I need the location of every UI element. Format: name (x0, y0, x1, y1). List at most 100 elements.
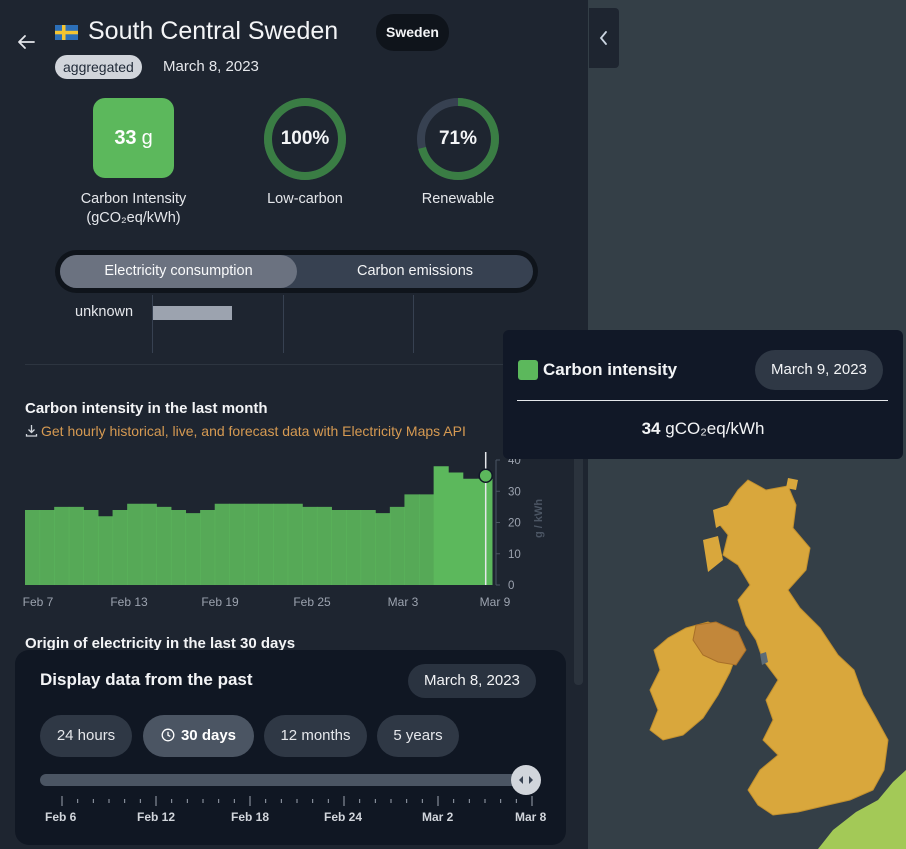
chart-bar[interactable] (185, 513, 201, 585)
map-zone-northern-ireland[interactable] (692, 621, 747, 666)
breakdown-gridline (413, 295, 414, 353)
chart-x-tick-label: Mar 3 (388, 595, 419, 609)
time-slider-track[interactable] (40, 774, 526, 786)
chevron-left-icon (599, 31, 607, 45)
chart-bar[interactable] (25, 510, 41, 585)
tooltip-unit: gCO₂eq/kWh (665, 419, 765, 438)
toggle-track: Electricity consumption Carbon emissions (60, 255, 533, 288)
carbon-intensity-value: 33 (114, 126, 137, 149)
map-canvas[interactable] (588, 0, 906, 849)
time-controller-date[interactable]: March 8, 2023 (408, 664, 536, 698)
tooltip-date: March 9, 2023 (755, 350, 883, 390)
time-option-12-months[interactable]: 12 months (264, 715, 367, 757)
map-zone-islands-nw[interactable] (713, 505, 730, 528)
map-zone-islands-west[interactable] (703, 536, 723, 572)
collapse-panel-button[interactable] (589, 8, 619, 68)
chart-bar[interactable] (156, 506, 172, 585)
chart-bar[interactable] (214, 503, 230, 585)
breakdown-bar-unknown[interactable] (153, 306, 232, 320)
chart-x-tick-label: Feb 19 (201, 595, 239, 609)
download-icon (25, 425, 38, 437)
chart-bar[interactable] (316, 506, 332, 585)
carbon-intensity-label: Carbon Intensity (gCO₂eq/kWh) (63, 191, 204, 226)
api-link-text[interactable]: Get hourly historical, live, and forecas… (41, 423, 466, 439)
api-link[interactable]: Get hourly historical, live, and forecas… (25, 423, 466, 439)
chart-bar[interactable] (258, 503, 274, 585)
map-zone-great-britain[interactable] (715, 479, 889, 816)
chart-x-tick-label: Feb 13 (110, 595, 148, 609)
tooltip-value-row: 34 gCO₂eq/kWh (503, 419, 903, 439)
back-arrow-icon[interactable] (14, 30, 38, 54)
chart-bar[interactable] (141, 503, 157, 585)
origin-chart-title: Origin of electricity in the last 30 day… (25, 635, 296, 652)
chart-cursor-marker (478, 468, 493, 483)
tooltip-title: Carbon intensity (543, 360, 678, 379)
chart-bar[interactable] (243, 503, 259, 585)
carbon-intensity-box: 33 g (93, 98, 174, 178)
time-option-24-hours[interactable]: 24 hours (40, 715, 132, 757)
toggle-carbon-emissions[interactable]: Carbon emissions (356, 263, 474, 279)
chart-bar[interactable] (97, 516, 114, 585)
chart-bar[interactable] (287, 503, 303, 585)
chart-x-tick-label: Feb 25 (293, 595, 331, 609)
low-carbon-ring (264, 98, 346, 180)
chart-y-tick-label: 30 (508, 486, 521, 498)
chart-bar[interactable] (127, 503, 143, 585)
zone-details-panel: South Central Sweden Sweden aggregated M… (0, 0, 588, 849)
slider-tick-label: Feb 12 (137, 810, 176, 824)
chart-bar[interactable] (68, 506, 84, 585)
chart-bar[interactable] (404, 494, 420, 585)
slider-tick-label: Mar 2 (422, 810, 454, 824)
chart-bar[interactable] (200, 510, 216, 585)
breakdown-gridline (283, 295, 284, 353)
chart-y-tick-label: 0 (508, 580, 514, 592)
breakdown-label-unknown: unknown (75, 304, 134, 320)
chart-x-tick-label: Feb 7 (23, 595, 54, 609)
chart-bar[interactable] (112, 510, 128, 585)
carbon-intensity-label-line2: (gCO₂eq/kWh) (86, 210, 181, 226)
chart-y-tick-label: 10 (508, 549, 521, 561)
chart-bar[interactable] (462, 478, 478, 585)
slider-arrows-icon (519, 776, 533, 784)
chart-bar[interactable] (54, 506, 70, 585)
time-option-30-days-label: 30 days (180, 727, 237, 744)
carbon-intensity-label-line1: Carbon Intensity (80, 191, 187, 207)
chart-bar[interactable] (331, 510, 347, 585)
breakdown-gridline (152, 295, 153, 353)
consumption-emissions-toggle: Electricity consumption Carbon emissions (55, 250, 538, 293)
chart-bar[interactable] (83, 510, 99, 585)
toggle-electricity-consumption[interactable]: Electricity consumption (60, 255, 297, 288)
tooltip-value: 34 (641, 419, 661, 438)
chart-bar[interactable] (170, 510, 187, 585)
slider-tick-label: Feb 18 (231, 810, 270, 824)
chart-bar[interactable] (389, 506, 405, 585)
chart-bar[interactable] (375, 513, 391, 585)
chart-bar[interactable] (346, 510, 362, 585)
chart-bar[interactable] (448, 472, 464, 586)
renewable-label: Renewable (421, 191, 495, 207)
time-controller-title: Display data from the past (40, 670, 253, 689)
chart-bar[interactable] (302, 506, 318, 585)
map-zone-orkney[interactable] (786, 478, 798, 490)
zone-title: South Central Sweden (88, 17, 339, 45)
chart-bar[interactable] (360, 510, 376, 585)
carbon-chart-title: Carbon intensity in the last month (25, 400, 268, 417)
chart-bar[interactable] (39, 510, 55, 585)
chart-y-tick-label: 20 (508, 518, 521, 530)
slider-ticks (61, 796, 533, 806)
map-zone-continent[interactable] (818, 770, 906, 849)
chart-bar[interactable] (229, 503, 245, 585)
chart-bar[interactable] (433, 466, 449, 585)
chart-tooltip: Carbon intensity March 9, 2023 34 gCO₂eq… (503, 330, 903, 459)
country-badge: Sweden (376, 14, 449, 51)
time-option-30-days[interactable]: 30 days (143, 715, 254, 757)
chart-bar[interactable] (419, 494, 435, 585)
chart-bar[interactable] (273, 503, 289, 585)
panel-scrollbar[interactable] (574, 455, 583, 685)
time-slider-thumb[interactable] (511, 765, 541, 795)
renewable-value: 71% (438, 128, 478, 149)
map-zone-isle-of-man[interactable] (760, 652, 768, 665)
time-option-5-years[interactable]: 5 years (377, 715, 459, 757)
